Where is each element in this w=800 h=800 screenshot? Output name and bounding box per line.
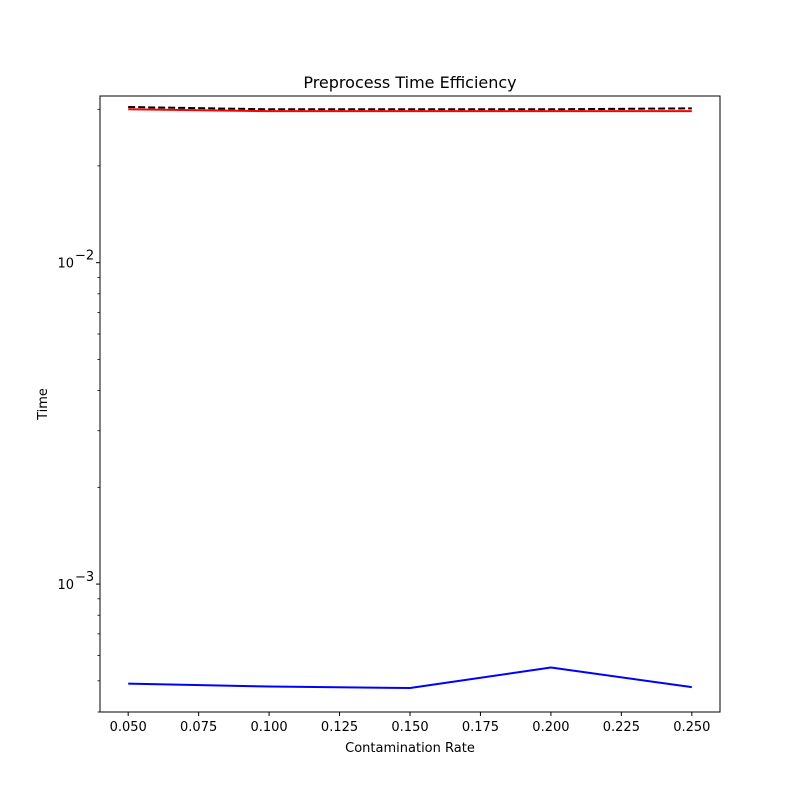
- series-layer: [128, 106, 692, 690]
- series-line-1: [128, 106, 692, 111]
- x-tick-label: 0.150: [391, 720, 428, 735]
- chart-title: Preprocess Time Efficiency: [303, 73, 516, 92]
- series-line-2: [128, 108, 692, 113]
- x-tick-label: 0.100: [250, 720, 287, 735]
- x-tick-label: 0.200: [532, 720, 569, 735]
- series-line-3: [128, 666, 692, 690]
- y-tick-label: 10: [57, 257, 74, 272]
- x-tick-label: 0.125: [321, 720, 358, 735]
- y-tick-label: 10: [57, 578, 74, 593]
- x-tick-label: 0.050: [110, 720, 147, 735]
- x-axis: 0.050 0.075 0.100 0.125 0.150 0.175 0.200 0.225…: [110, 712, 710, 735]
- x-tick-label: 0.075: [180, 720, 217, 735]
- x-tick-label: 0.175: [462, 720, 499, 735]
- x-axis-label: Contamination Rate: [345, 741, 475, 756]
- y-axis-label: Time: [36, 388, 51, 421]
- x-tick-label: 0.225: [603, 720, 640, 735]
- y-tick-label-exponent: −3: [75, 570, 94, 585]
- y-tick-label-exponent: −2: [75, 249, 94, 264]
- y-axis: 10−310−2: [57, 108, 100, 713]
- x-tick-label: 0.250: [673, 720, 710, 735]
